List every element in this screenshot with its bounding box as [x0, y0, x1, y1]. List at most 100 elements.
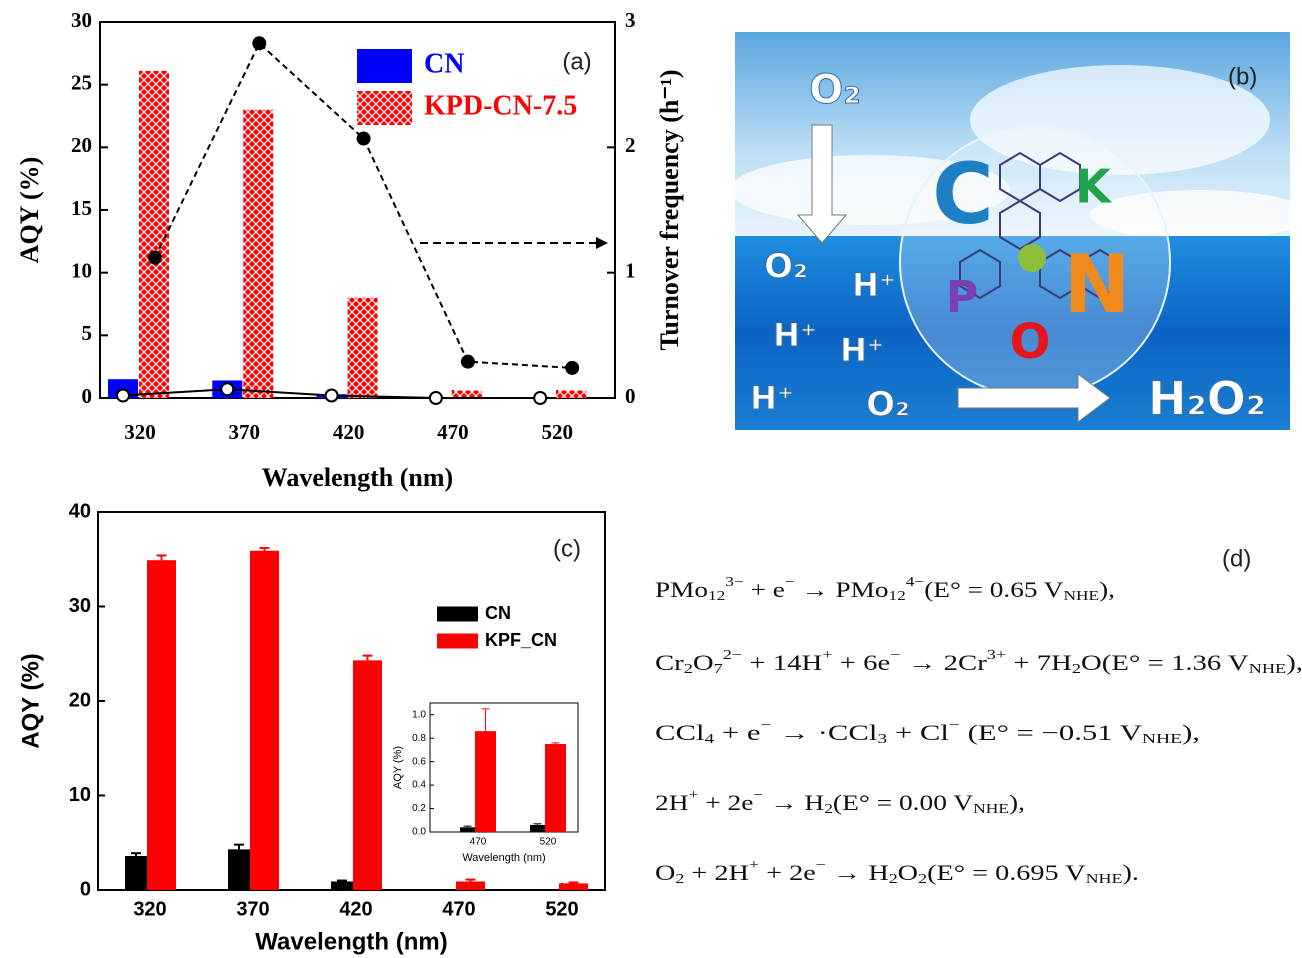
- equation-part: (E° = 0.00 V: [833, 790, 973, 815]
- scene-label: H⁺: [852, 266, 896, 304]
- equation-part: 3−: [725, 575, 744, 590]
- x-tick-label: 520: [545, 898, 578, 920]
- scene-label: P: [946, 272, 978, 323]
- bar: [475, 731, 496, 832]
- y-tick-label: 0: [82, 384, 93, 408]
- y-tick-label: 15: [71, 196, 92, 220]
- equation-part: −: [761, 718, 772, 733]
- panel-label: (b): [1228, 63, 1257, 90]
- y-axis-label: AQY (%): [392, 746, 404, 789]
- y-tick-label: 30: [71, 8, 92, 32]
- equation: 2H+ + 2e− → H2(E° = 0.00 VNHE),: [655, 788, 1025, 817]
- equation-part: PMo: [655, 577, 708, 602]
- legend-swatch: [437, 607, 478, 622]
- y2-tick-label: 2: [625, 133, 636, 157]
- bar: [243, 110, 273, 398]
- equation-part: ),: [1009, 790, 1025, 815]
- y-tick-label: 1.0: [412, 709, 426, 720]
- equation-part: → H: [826, 860, 889, 885]
- equation-part: → PMo: [795, 577, 889, 602]
- equation-part: ),: [1286, 650, 1302, 675]
- equation-part: +: [822, 648, 832, 663]
- equation-part: 2: [684, 662, 693, 677]
- x-tick-label: 370: [236, 898, 269, 920]
- chart-c: 010203040320370420470520Wavelength (nm)A…: [17, 500, 605, 955]
- equation-part: + e: [714, 720, 760, 745]
- equation-part: 2: [889, 872, 898, 887]
- y-tick-label: 0: [80, 878, 91, 900]
- x-tick-label: 470: [437, 420, 469, 444]
- x-tick-label: 320: [124, 420, 156, 444]
- bar: [353, 660, 382, 890]
- equation-part: 2: [1072, 662, 1081, 677]
- bar: [456, 881, 485, 890]
- equation-part: + 7H: [1006, 650, 1072, 675]
- equation-part: 3: [877, 732, 887, 747]
- equation-part: −: [890, 648, 900, 663]
- equation-part: + Cl: [887, 720, 949, 745]
- x-axis-label: Wavelength (nm): [462, 852, 545, 864]
- x-axis-label: Wavelength (nm): [255, 928, 447, 955]
- equation-part: → ·CCl: [772, 720, 878, 745]
- y2-tick-label: 3: [625, 8, 636, 32]
- equation-part: NHE: [1086, 872, 1123, 887]
- legend-label: KPD-CN-7.5: [424, 90, 577, 121]
- y-tick-label: 0.8: [412, 733, 426, 744]
- equation-part: +: [749, 858, 759, 873]
- equation-part: O: [655, 860, 675, 885]
- equation-part: → H: [763, 790, 824, 815]
- bar: [228, 849, 250, 890]
- bar: [559, 883, 588, 890]
- equation-part: O: [898, 860, 918, 885]
- bar: [139, 71, 169, 398]
- marker: [358, 133, 370, 145]
- scene-label: O₂: [809, 67, 861, 113]
- equation-part: −: [949, 718, 960, 733]
- equation-part: + 6e: [833, 650, 891, 675]
- equation-part: −: [785, 575, 795, 590]
- x-tick-label: 470: [470, 837, 487, 848]
- y-tick-label: 0.0: [412, 827, 426, 838]
- equation-part: NHE: [1142, 732, 1182, 747]
- marker: [117, 389, 129, 401]
- equation-part: 12: [888, 589, 905, 604]
- equation-part: + 2e: [698, 790, 753, 815]
- equation-part: 2: [918, 872, 927, 887]
- equation-part: O: [693, 650, 714, 675]
- bar: [250, 551, 279, 890]
- scene-label: O₂: [866, 385, 910, 425]
- scene-label: O₂: [764, 247, 808, 287]
- equation-part: 4: [705, 732, 715, 747]
- equation-part: 12: [708, 589, 725, 604]
- equation-part: ),: [1182, 720, 1200, 745]
- x-tick-label: 470: [442, 898, 475, 920]
- x-tick-label: 320: [133, 898, 166, 920]
- marker: [534, 392, 546, 404]
- legend-label: KPF_CN: [485, 630, 557, 650]
- scene-label: N: [1064, 238, 1131, 331]
- x-axis-label: Wavelength (nm): [262, 463, 453, 492]
- y-axis-label: AQY (%): [15, 157, 44, 264]
- marker: [430, 392, 442, 404]
- y2-tick-label: 1: [625, 258, 636, 282]
- y-tick-label: 25: [71, 70, 92, 94]
- panel-label: (a): [562, 48, 591, 75]
- marker: [326, 389, 338, 401]
- legend-label: CN: [424, 48, 464, 79]
- bar: [545, 744, 566, 832]
- equation-part: (E° = 0.695 V: [927, 860, 1086, 885]
- y2-axis-label: Turnover frequency (h⁻¹): [655, 69, 684, 350]
- x-tick-label: 520: [540, 837, 557, 848]
- scene-label: H⁺: [840, 331, 884, 369]
- scene-label: O: [1010, 314, 1051, 370]
- equation-part: O(E° = 1.36 V: [1081, 650, 1249, 675]
- equation-part: −: [816, 858, 826, 873]
- bar: [530, 825, 545, 832]
- x-tick-label: 520: [541, 420, 573, 444]
- y-tick-label: 0.6: [412, 756, 426, 767]
